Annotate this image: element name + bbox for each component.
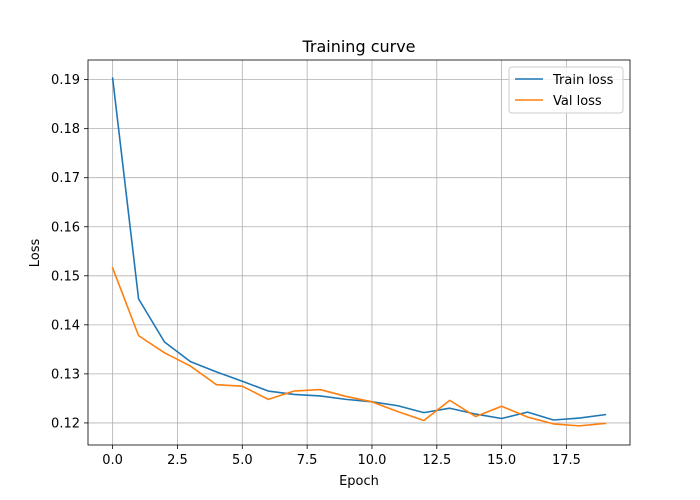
x-tick-label: 12.5 (422, 453, 451, 468)
y-tick-label: 0.14 (51, 318, 80, 333)
plot-frame (87, 59, 631, 446)
x-tick-label: 0.0 (102, 453, 123, 468)
x-tick-label: 15.0 (487, 453, 516, 468)
series-line-val-loss (111, 266, 607, 427)
x-tick-label: 5.0 (232, 453, 253, 468)
x-tick-label: 17.5 (552, 453, 581, 468)
y-tick-label: 0.18 (51, 122, 80, 137)
x-axis-label: Epoch (339, 474, 379, 489)
legend-label-val-loss: Val loss (553, 94, 602, 109)
y-axis-label: Loss (28, 239, 43, 268)
series-lines (111, 77, 607, 427)
y-tick-label: 0.16 (51, 220, 80, 235)
legend-label-train-loss: Train loss (552, 73, 614, 88)
legend: Train loss Val loss (508, 66, 624, 114)
x-tick-label: 7.5 (297, 453, 318, 468)
axis-ticks: 0.0 2.5 5.0 7.5 10.0 12.5 15.0 17.5 0.12 0.13 0.14… (51, 73, 581, 468)
y-tick-label: 0.19 (51, 73, 80, 88)
chart-title: Training curve (301, 37, 415, 56)
y-tick-label: 0.15 (51, 269, 80, 284)
y-tick-label: 0.17 (51, 171, 80, 186)
series-line-train-loss (111, 77, 607, 421)
x-tick-label: 10.0 (357, 453, 386, 468)
y-tick-label: 0.12 (51, 416, 80, 431)
y-tick-label: 0.13 (51, 367, 80, 382)
x-tick-label: 2.5 (167, 453, 188, 468)
grid (88, 60, 630, 445)
